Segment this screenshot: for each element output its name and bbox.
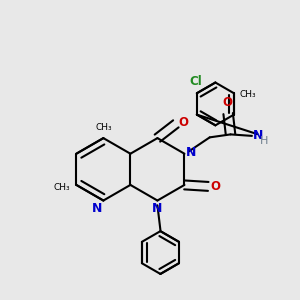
Text: Cl: Cl [189, 75, 202, 88]
Text: H: H [260, 136, 268, 146]
Text: N: N [152, 202, 163, 215]
Text: N: N [186, 146, 197, 159]
Text: N: N [253, 129, 263, 142]
Text: CH₃: CH₃ [53, 183, 70, 192]
Text: CH₃: CH₃ [240, 90, 256, 99]
Text: O: O [211, 180, 220, 193]
Text: CH₃: CH₃ [95, 123, 112, 132]
Text: O: O [178, 116, 188, 129]
Text: N: N [92, 202, 102, 215]
Text: O: O [223, 96, 232, 110]
